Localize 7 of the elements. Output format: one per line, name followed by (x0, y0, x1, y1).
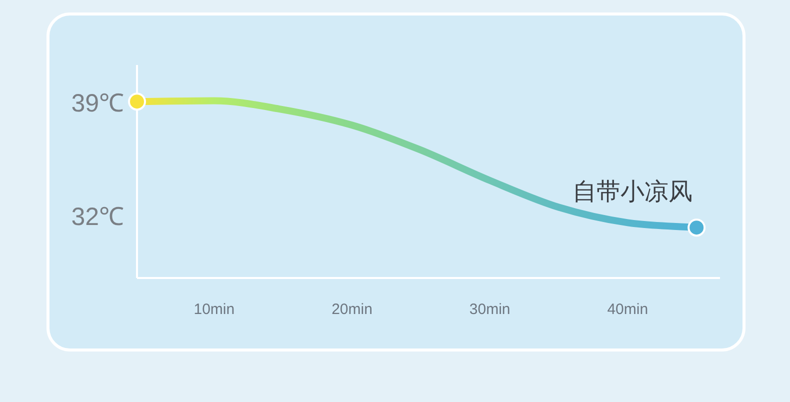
x-tick-label: 10min (194, 301, 235, 318)
x-tick-label: 30min (469, 301, 510, 318)
y-tick-label: 32℃ (71, 203, 124, 232)
x-tick-label: 40min (607, 301, 648, 318)
annotation: 自带小凉风 (572, 178, 693, 206)
x-tick-label: 20min (332, 301, 372, 318)
y-tick-label: 39℃ (71, 89, 124, 118)
